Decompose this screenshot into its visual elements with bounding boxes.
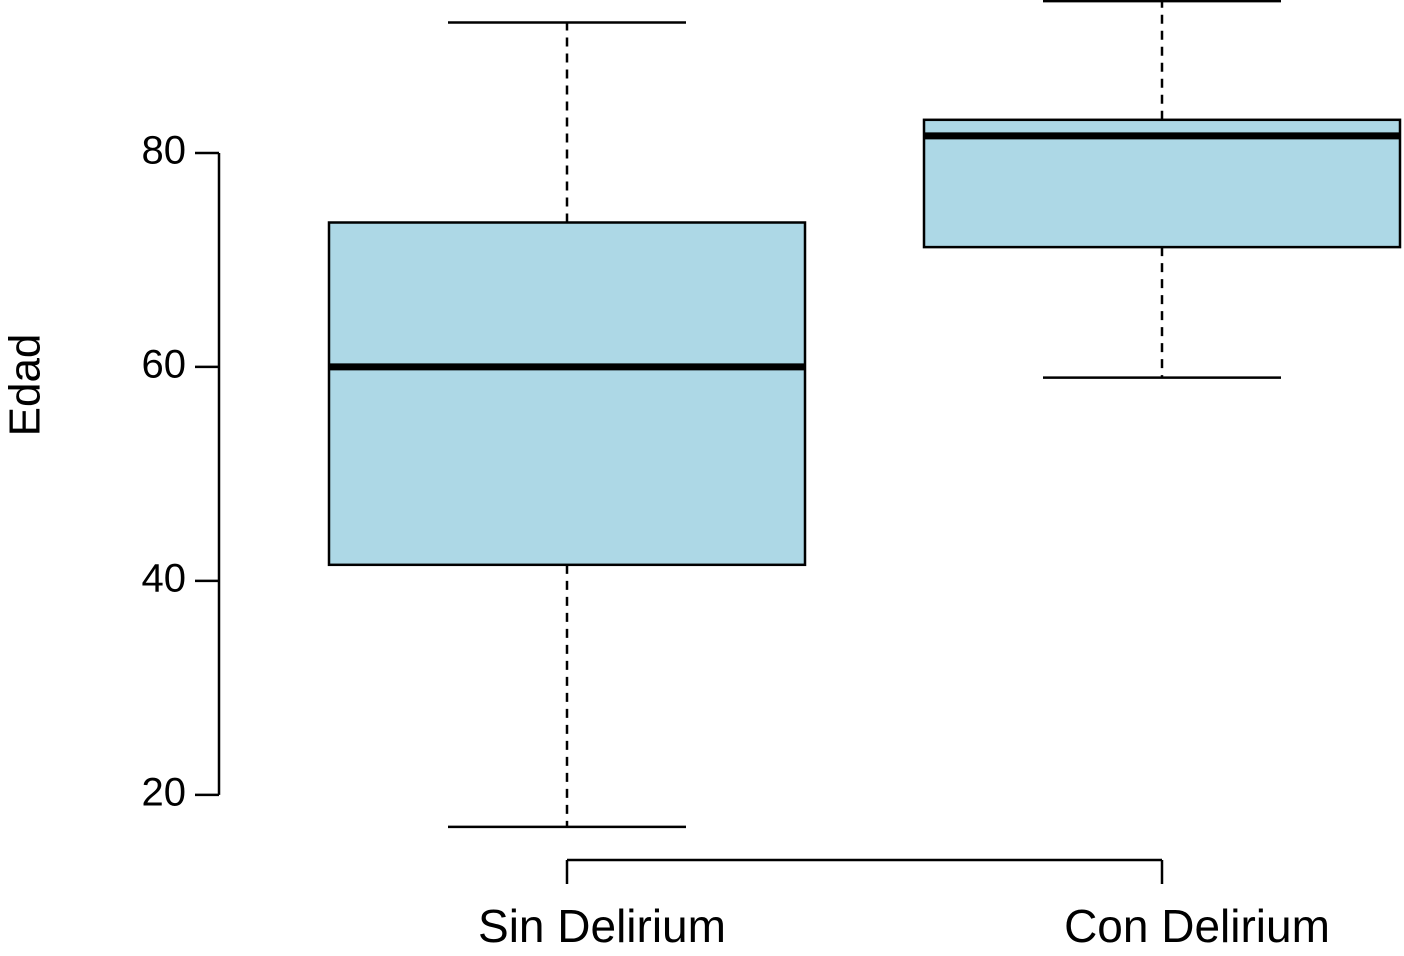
y-tick-label: 40 <box>142 556 187 600</box>
x-tick-label: Sin Delirium <box>478 900 726 952</box>
y-tick-label: 60 <box>142 342 187 386</box>
box <box>922 118 1402 249</box>
y-axis-label: Edad <box>1 334 50 437</box>
y-tick-label: 20 <box>142 770 187 814</box>
y-tick-label: 80 <box>142 129 187 173</box>
x-tick-label: Con Delirium <box>1064 900 1330 952</box>
box <box>327 221 807 567</box>
